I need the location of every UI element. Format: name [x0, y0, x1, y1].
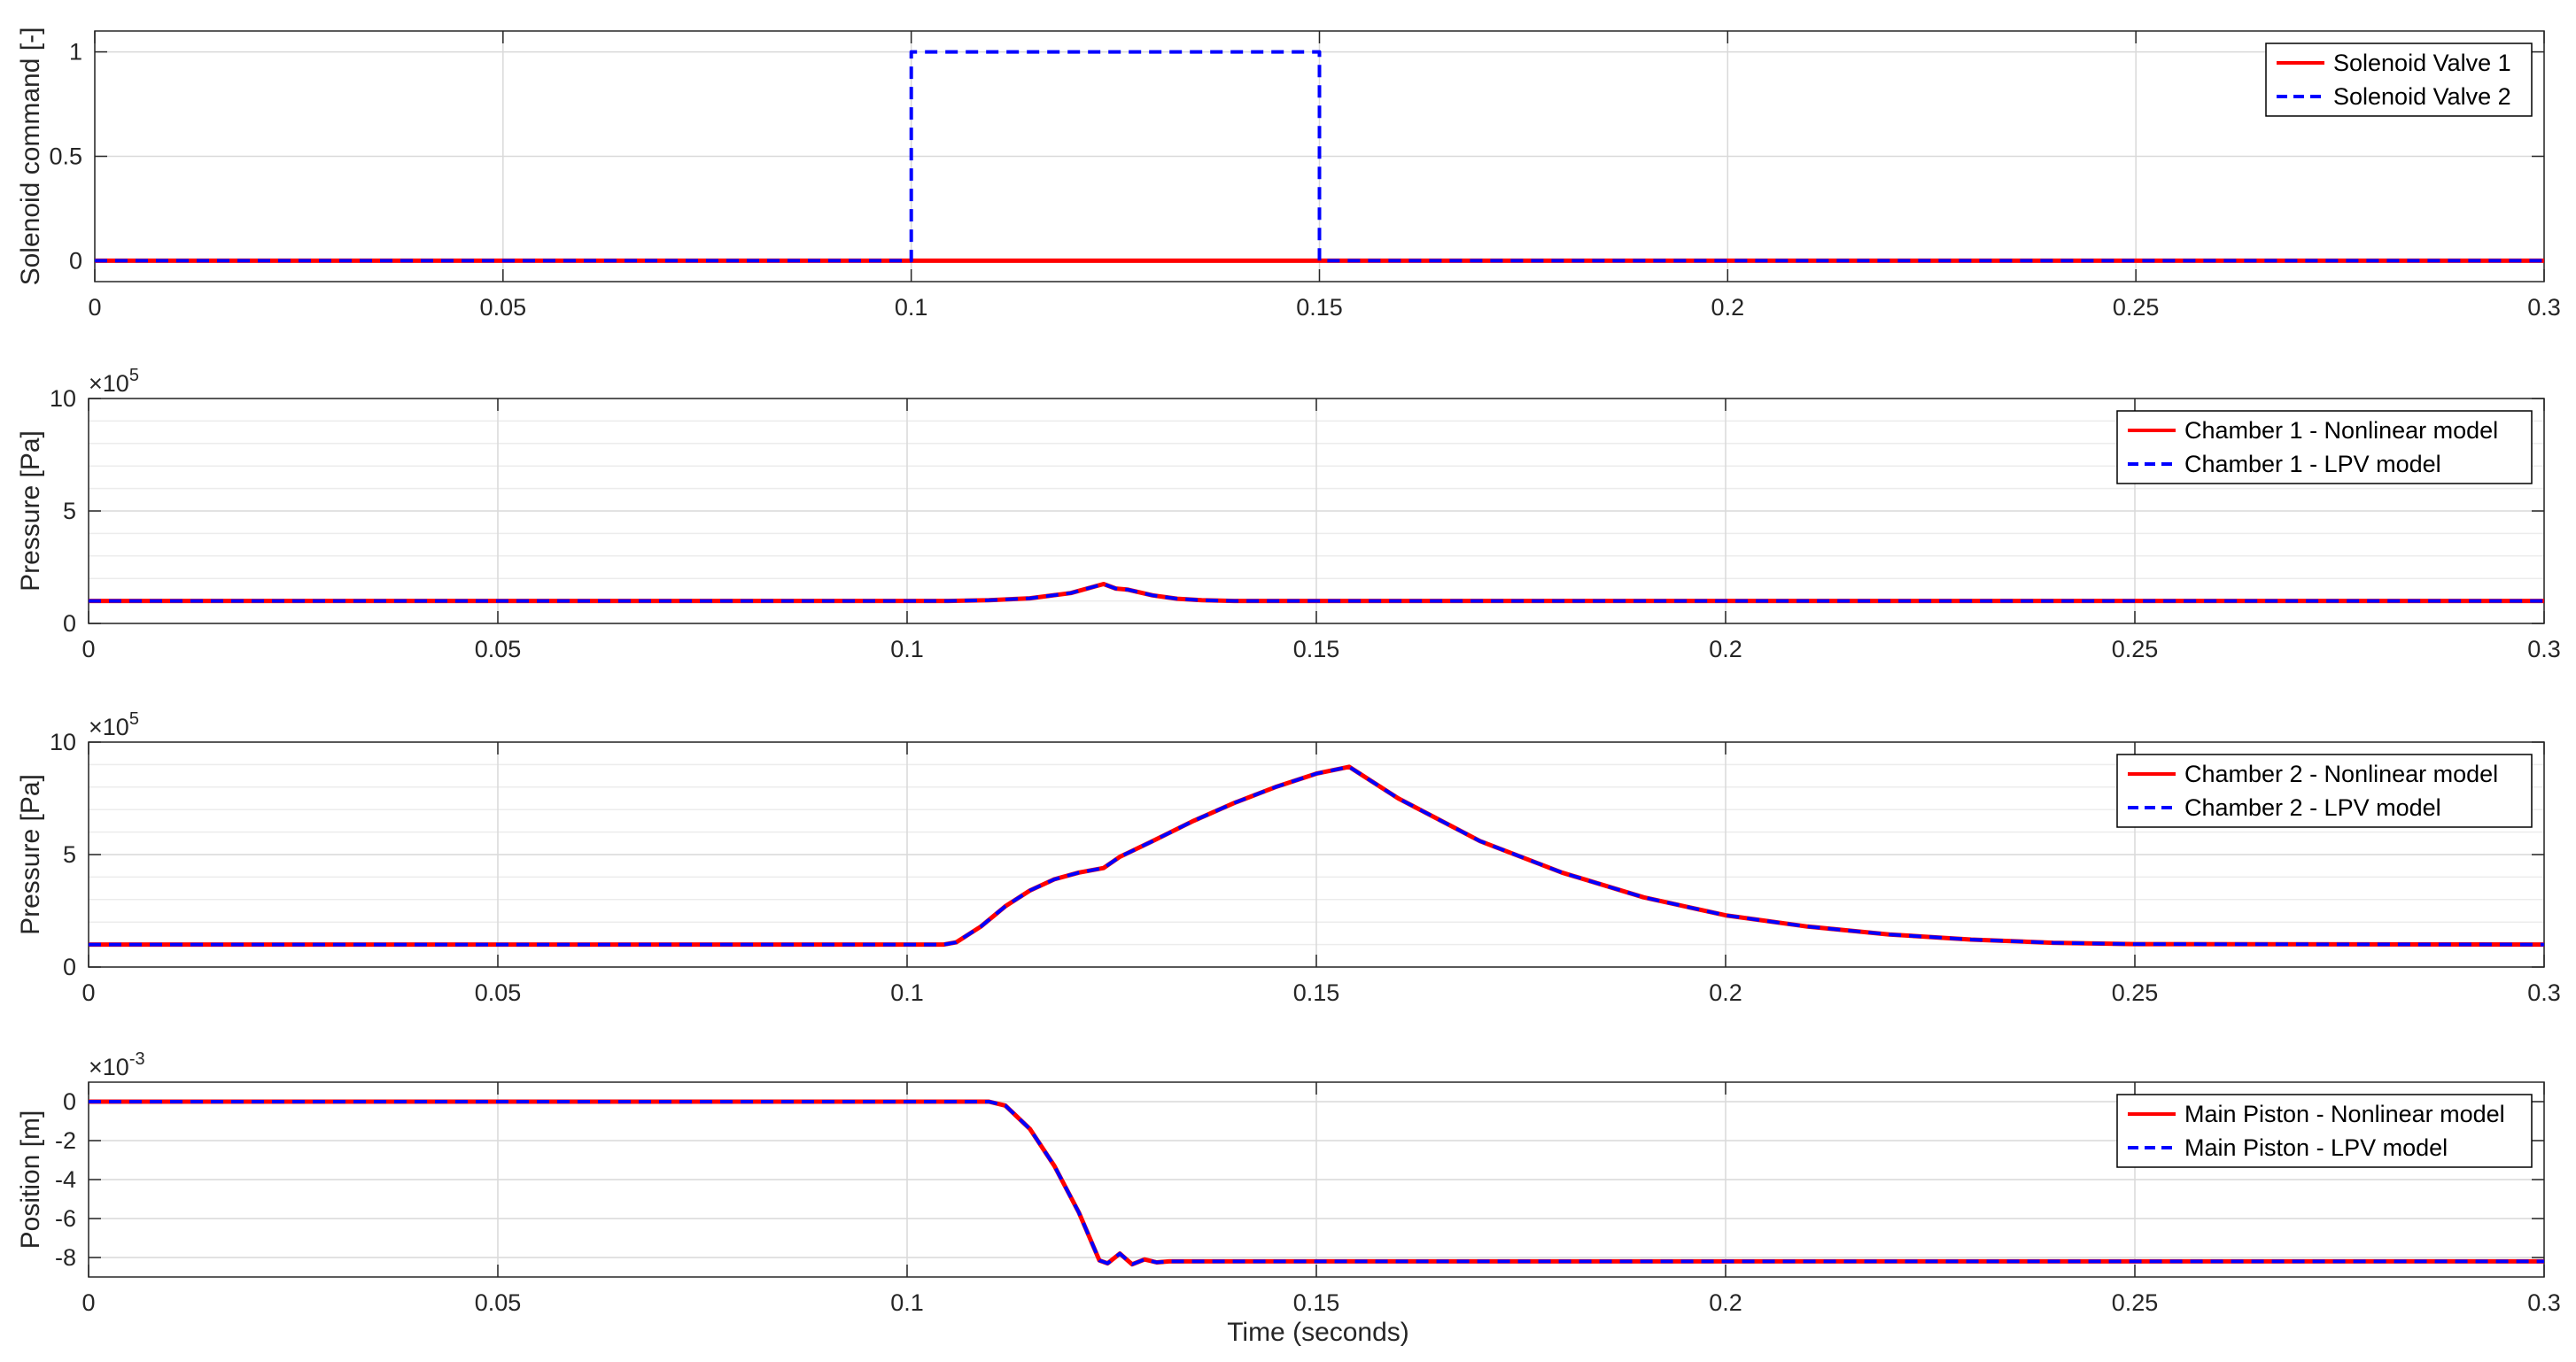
legend-entry-2: Solenoid Valve 2	[2333, 83, 2511, 110]
x-tick-label: 0.05	[475, 1289, 522, 1316]
y-tick-label: 0.5	[49, 143, 82, 170]
x-tick-label: 0	[81, 979, 95, 1006]
legend-entry-2: Main Piston - LPV model	[2184, 1134, 2448, 1161]
legend: Main Piston - Nonlinear model Main Piston…	[2116, 1094, 2533, 1168]
y-axis-label: Pressure [Pa]	[16, 774, 45, 935]
subplot-4: 0 0.05 0.1 0.15 0.2 0.25 0.3 -8 -6 -4 -2 0 ×10-3 Posi…	[16, 1049, 2561, 1316]
x-tick-label: 0.3	[2527, 979, 2561, 1006]
x-tick-label: 0.25	[2112, 636, 2159, 662]
legend-entry-2: Chamber 2 - LPV model	[2184, 794, 2441, 821]
x-tick-label: 0.25	[2113, 294, 2160, 321]
subplot-3: 0 0.05 0.1 0.15 0.2 0.25 0.3 0 5 10 ×105 Pressure […	[16, 709, 2561, 1006]
y-tick-label: 5	[63, 841, 76, 868]
subplot-1: 0 0.05 0.1 0.15 0.2 0.25 0.3 0 0.5 1 Solenoid comm…	[16, 27, 2561, 321]
legend-entry-1: Chamber 2 - Nonlinear model	[2184, 761, 2498, 787]
series-line-2	[89, 1100, 2544, 1266]
y-tick-label: 5	[63, 498, 76, 524]
legend-box	[2265, 43, 2533, 117]
series-line-2	[89, 582, 2544, 603]
x-tick-label: 0.15	[1293, 636, 1340, 662]
x-tick-label: 0	[81, 636, 95, 662]
x-tick-label: 0.3	[2527, 294, 2561, 321]
legend-entry-1: Solenoid Valve 1	[2333, 50, 2511, 76]
y-tick-label: 0	[63, 954, 76, 980]
x-tick-label: 0.1	[890, 1289, 924, 1316]
legend-entry-1: Main Piston - Nonlinear model	[2184, 1101, 2505, 1127]
x-tick-label: 0	[81, 1289, 95, 1316]
subplot-2: 0 0.05 0.1 0.15 0.2 0.25 0.3 0 5 10 ×105 Pressure […	[16, 366, 2561, 662]
y-exponent-label: ×105	[89, 709, 139, 740]
x-tick-label: 0.25	[2112, 979, 2159, 1006]
y-tick-label: 0	[63, 1088, 76, 1115]
x-tick-label: 0.1	[890, 636, 924, 662]
y-exponent-label: ×105	[89, 366, 139, 397]
series-line-2	[95, 50, 2544, 263]
y-tick-label: -6	[55, 1205, 76, 1232]
legend: Chamber 1 - Nonlinear model Chamber 1 - L…	[2116, 410, 2533, 484]
x-tick-label: 0.25	[2112, 1289, 2159, 1316]
x-axis-label: Time (seconds)	[1227, 1318, 1409, 1347]
x-tick-label: 0.3	[2527, 1289, 2561, 1316]
y-tick-label: 1	[69, 39, 82, 66]
x-tick-label: 0.2	[1711, 294, 1745, 321]
y-axis-label: Solenoid command [-]	[16, 27, 45, 286]
x-tick-label: 0.3	[2527, 636, 2561, 662]
legend-box	[2116, 1094, 2533, 1168]
x-tick-label: 0.2	[1709, 979, 1742, 1006]
legend-box	[2116, 754, 2533, 828]
x-tick-label: 0.15	[1293, 979, 1340, 1006]
y-tick-label: 10	[50, 729, 76, 755]
legend-entry-2: Chamber 1 - LPV model	[2184, 451, 2441, 477]
y-tick-label: -8	[55, 1244, 76, 1271]
y-tick-label: -4	[55, 1166, 76, 1193]
y-tick-label: -2	[55, 1127, 76, 1154]
x-tick-label: 0.2	[1709, 1289, 1742, 1316]
legend: Chamber 2 - Nonlinear model Chamber 2 - L…	[2116, 754, 2533, 828]
x-tick-label: 0.15	[1293, 1289, 1340, 1316]
y-axis-label: Pressure [Pa]	[16, 430, 45, 592]
x-tick-label: 0.05	[480, 294, 527, 321]
y-axis-label: Position [m]	[16, 1110, 45, 1250]
x-tick-label: 0	[88, 294, 101, 321]
y-tick-label: 0	[63, 610, 76, 637]
x-tick-label: 0.2	[1709, 636, 1742, 662]
x-tick-label: 0.05	[475, 636, 522, 662]
x-tick-label: 0.15	[1296, 294, 1343, 321]
y-tick-label: 10	[50, 385, 76, 412]
y-exponent-label: ×10-3	[89, 1049, 145, 1080]
legend: Solenoid Valve 1 Solenoid Valve 2	[2265, 43, 2533, 117]
legend-entry-1: Chamber 1 - Nonlinear model	[2184, 417, 2498, 444]
x-tick-label: 0.05	[475, 979, 522, 1006]
x-tick-label: 0.1	[895, 294, 928, 321]
legend-box	[2116, 410, 2533, 484]
x-tick-label: 0.1	[890, 979, 924, 1006]
y-tick-label: 0	[69, 247, 82, 274]
series-line-2	[89, 764, 2544, 947]
